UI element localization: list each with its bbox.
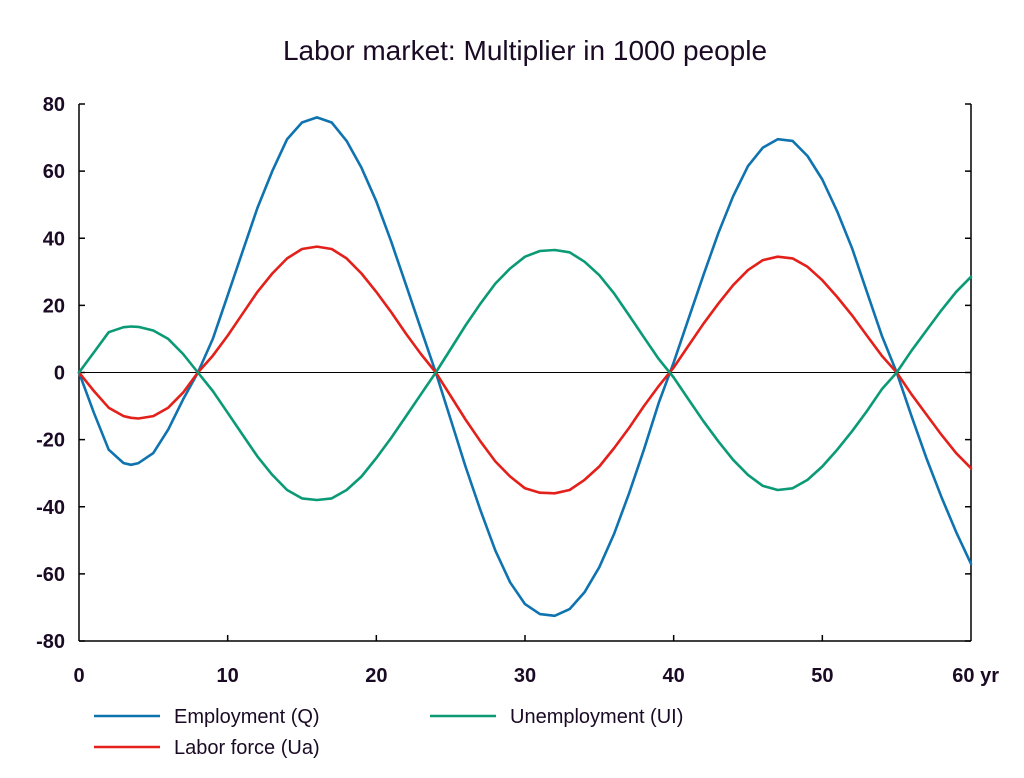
series-line-labor-force-ua bbox=[77, 245, 973, 495]
y-tick-label: -20 bbox=[36, 430, 65, 452]
y-tick-label: 0 bbox=[54, 363, 65, 385]
x-tick-label: 50 bbox=[811, 665, 833, 687]
x-tick-label: 0 bbox=[73, 665, 84, 687]
x-tick-label: 20 bbox=[365, 665, 387, 687]
series-layer bbox=[77, 116, 973, 618]
x-tick-label: 10 bbox=[217, 665, 239, 687]
x-tick-label: 60 yr bbox=[952, 665, 999, 687]
legend-item: Employment (Q) bbox=[94, 706, 320, 728]
chart-title: Labor market: Multiplier in 1000 people bbox=[283, 35, 767, 66]
legend-label: Unemployment (UI) bbox=[510, 706, 683, 728]
x-tick-label: 30 bbox=[514, 665, 536, 687]
y-tick-label: 40 bbox=[43, 228, 65, 250]
series-line-unemployment-ui bbox=[77, 248, 973, 502]
legend-label: Labor force (Ua) bbox=[174, 737, 320, 759]
axes: 80 60 40 20 0 -20 -40 -60 -80 0 10 20 30 40 50 60 yr bbox=[36, 94, 999, 687]
legend-item: Labor force (Ua) bbox=[94, 737, 320, 759]
series-line-employment-q bbox=[77, 116, 973, 618]
y-tick-label: -60 bbox=[36, 564, 65, 586]
y-tick-label: 80 bbox=[43, 94, 65, 116]
y-tick-label: 60 bbox=[43, 161, 65, 183]
y-tick-label: 20 bbox=[43, 295, 65, 317]
legend-item: Unemployment (UI) bbox=[430, 706, 683, 728]
x-tick-label: 40 bbox=[663, 665, 685, 687]
legend: Employment (Q) Labor force (Ua) Unemployme… bbox=[94, 706, 683, 759]
legend-label: Employment (Q) bbox=[174, 706, 320, 728]
y-tick-label: -40 bbox=[36, 497, 65, 519]
y-tick-label: -80 bbox=[36, 631, 65, 653]
